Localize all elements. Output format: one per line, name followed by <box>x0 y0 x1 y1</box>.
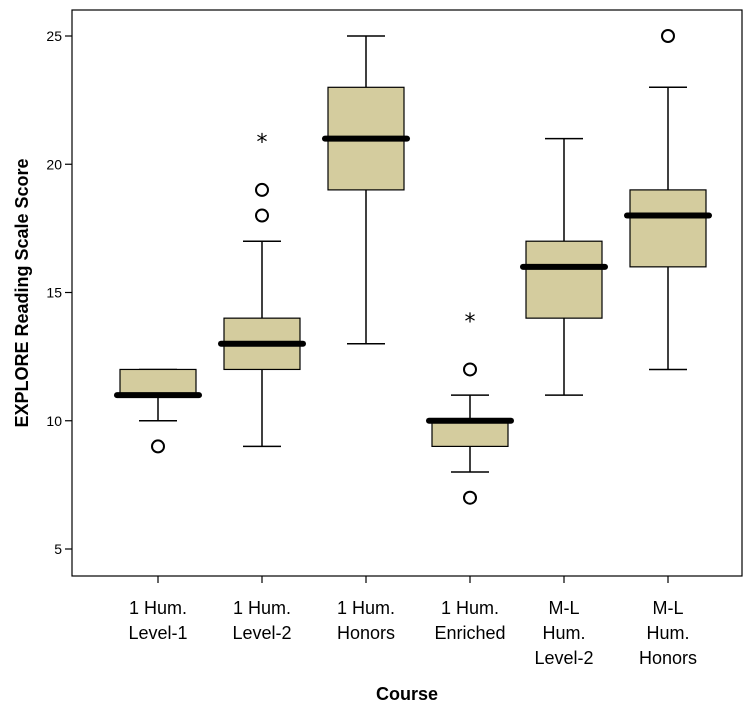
y-tick-label: 5 <box>54 541 62 557</box>
x-category-label: M-L Hum. Honors <box>639 598 697 668</box>
box-group <box>114 368 202 454</box>
x-category-label: 1 Hum. Level-1 <box>128 598 187 643</box>
outlier-point <box>255 208 269 223</box>
outlier-point <box>255 182 269 197</box>
x-category-label: M-L Hum. Level-2 <box>534 598 593 668</box>
plot-frame <box>71 9 743 577</box>
iqr-box <box>525 240 603 319</box>
box-group <box>624 29 712 371</box>
x-category-label: 1 Hum. Enriched <box>434 598 505 643</box>
x-category-label-line: 1 Hum. <box>233 598 291 618</box>
extreme-point: * <box>257 131 268 156</box>
x-category-label-line: Enriched <box>434 623 505 643</box>
box-group <box>520 137 608 396</box>
iqr-box <box>431 420 509 447</box>
box-group <box>322 35 410 345</box>
x-category-label-line: 1 Hum. <box>337 598 395 618</box>
y-axis-title: EXPLORE Reading Scale Score <box>12 158 32 427</box>
x-category-label-line: 1 Hum. <box>129 598 187 618</box>
iqr-box <box>629 189 707 268</box>
x-category-label: 1 Hum. Level-2 <box>232 598 291 643</box>
x-category-label-line: Honors <box>639 648 697 668</box>
x-category-label-line: M-L <box>653 598 684 618</box>
x-category-label-line: Honors <box>337 623 395 643</box>
x-category-label-line: M-L <box>549 598 580 618</box>
extreme-point: * <box>465 310 476 335</box>
outlier-point <box>151 439 165 454</box>
x-category-label-line: Hum. <box>542 623 585 643</box>
y-tick-label: 25 <box>46 28 62 44</box>
x-category-label-line: Hum. <box>646 623 689 643</box>
y-tick-label: 10 <box>46 413 62 429</box>
x-category-label-line: 1 Hum. <box>441 598 499 618</box>
y-axis: 5 10 15 20 25 <box>46 28 72 557</box>
x-category-label-line: Level-1 <box>128 623 187 643</box>
x-category-label: 1 Hum. Honors <box>337 598 395 643</box>
x-axis-title: Course <box>376 684 438 704</box>
x-category-label-line: Level-2 <box>232 623 291 643</box>
y-tick-label: 20 <box>46 156 62 172</box>
boxes: ** <box>114 29 712 505</box>
x-category-label-line: Level-2 <box>534 648 593 668</box>
iqr-box <box>119 368 197 396</box>
y-tick-label: 15 <box>46 285 62 301</box>
outlier-point <box>463 362 477 377</box>
outlier-point <box>661 29 675 43</box>
box-group: * <box>218 131 306 448</box>
x-axis: 1 Hum. Level-11 Hum. Level-21 Hum. Honors1 … <box>128 576 697 668</box>
box-group: * <box>426 310 514 505</box>
outlier-point <box>463 490 477 505</box>
